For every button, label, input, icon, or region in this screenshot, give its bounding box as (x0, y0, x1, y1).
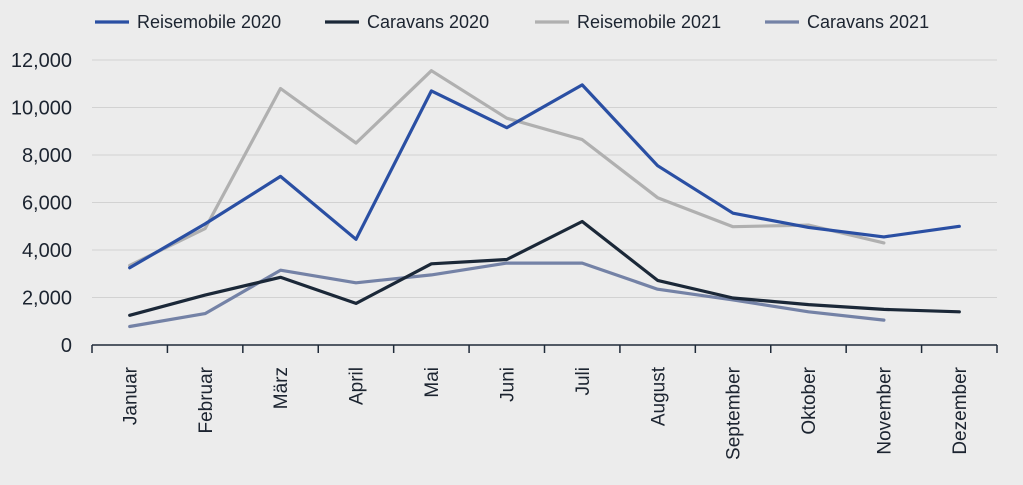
y-tick-label: 6,000 (22, 193, 72, 215)
y-tick-label: 12,000 (11, 50, 72, 72)
series-line-reisemobile-2021 (128, 69, 886, 267)
legend: Reisemobile 2020 Caravans 2020 Reisemobile… (95, 12, 929, 32)
x-tick-label-maerz: März (271, 367, 292, 409)
x-tick-label-dezember: Dezember (950, 366, 971, 454)
y-tick-label: 0 (61, 335, 72, 357)
y-tick-label: 4,000 (22, 240, 72, 262)
legend-label: Caravans 2021 (807, 12, 929, 32)
x-tick-label-januar: Januar (120, 366, 141, 425)
legend-item-caravans-2021: Caravans 2021 (765, 12, 929, 32)
x-axis-ticks: Januar Februar März April Mai Juni Juli August S… (91, 345, 998, 460)
x-tick-label-juni: Juni (497, 367, 518, 402)
legend-label: Caravans 2020 (367, 12, 489, 32)
y-tick-label: 8,000 (22, 145, 72, 167)
legend-item-reisemobile-2021: Reisemobile 2021 (535, 12, 721, 32)
x-tick-label-mai: Mai (422, 367, 443, 398)
x-tick-label-november: November (875, 366, 896, 454)
legend-label: Reisemobile 2020 (137, 12, 281, 32)
series-lines (128, 69, 961, 329)
legend-label: Reisemobile 2021 (577, 12, 721, 32)
x-tick-label-juli: Juli (573, 367, 594, 396)
x-tick-label-oktober: Oktober (799, 366, 820, 434)
legend-item-reisemobile-2020: Reisemobile 2020 (95, 12, 281, 32)
series-line-reisemobile-2020 (128, 83, 961, 270)
series-line-caravans-2021 (128, 261, 886, 329)
y-tick-label: 10,000 (11, 98, 72, 120)
x-tick-label-september: September (724, 366, 745, 460)
series-line-caravans-2020 (128, 219, 961, 317)
legend-item-caravans-2020: Caravans 2020 (325, 12, 489, 32)
x-tick-label-august: August (648, 366, 669, 426)
x-tick-label-april: April (347, 367, 368, 405)
y-tick-label: 2,000 (22, 288, 72, 310)
y-axis-ticks: 0 2,000 4,000 6,000 8,000 10,000 12,000 (11, 50, 72, 357)
x-tick-label-februar: Februar (196, 366, 217, 433)
